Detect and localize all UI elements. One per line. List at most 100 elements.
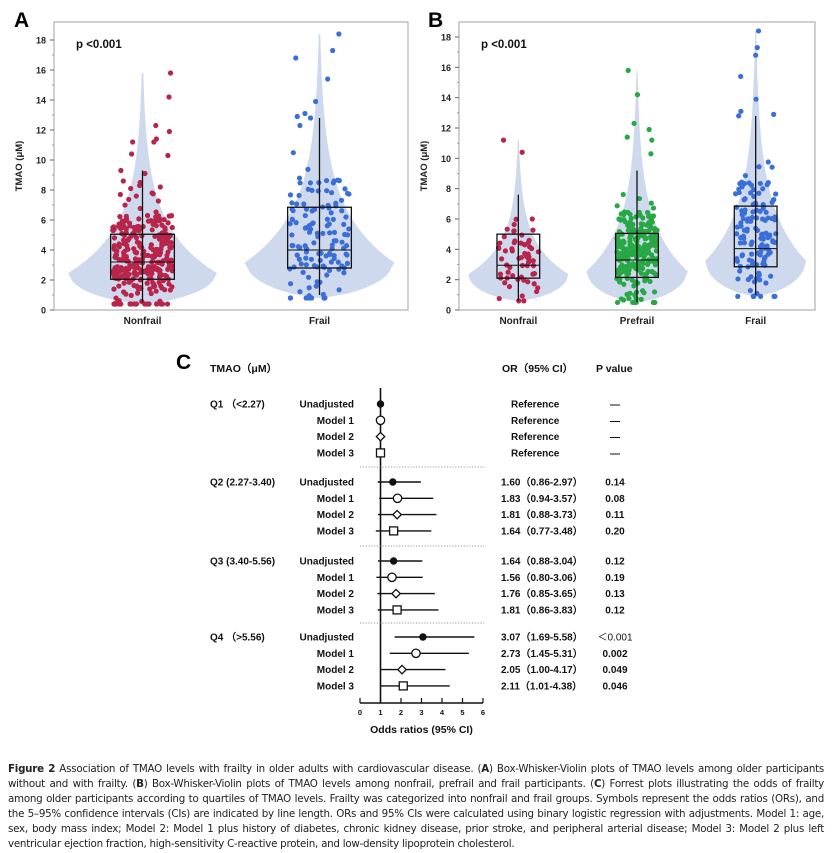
data-point <box>110 225 116 231</box>
data-point <box>328 259 334 265</box>
data-point <box>303 262 309 268</box>
data-point <box>136 216 142 222</box>
p-value: 0.12 <box>605 557 625 568</box>
data-point <box>148 245 154 251</box>
data-point <box>745 276 751 283</box>
forest-row: Model 2 Reference — <box>317 431 620 443</box>
caption-text: ) Box-Whisker-Violin plots of TMAO level… <box>143 778 595 791</box>
model-label: Unadjusted <box>300 400 354 411</box>
y-tick-label: 10 <box>36 156 46 166</box>
data-point <box>737 268 743 274</box>
data-point <box>529 216 535 222</box>
forest-row: Unadjusted 1.64（0.88-3.04） 0.12 <box>300 555 626 568</box>
or-ci-value: 2.73（1.45-5.31） <box>501 647 583 660</box>
forest-row: Model 3 1.81（0.86-3.83） 0.12 <box>317 603 625 616</box>
or-marker-open-square <box>375 448 386 458</box>
data-point <box>636 195 643 202</box>
data-point <box>151 139 157 145</box>
data-point <box>136 182 143 189</box>
data-point <box>287 221 293 227</box>
data-point <box>646 213 652 220</box>
data-point <box>753 215 760 221</box>
data-point <box>631 248 638 254</box>
p-value-annotation: p <0.001 <box>76 39 122 51</box>
x-tick-label: 4 <box>440 708 445 717</box>
data-point <box>166 94 172 100</box>
data-point <box>747 287 753 294</box>
data-point <box>630 221 636 227</box>
data-point <box>289 232 295 238</box>
model-label: Model 3 <box>317 605 355 616</box>
data-point <box>620 245 626 251</box>
or-ci-value: Reference <box>511 432 560 443</box>
data-point <box>651 270 657 276</box>
model-label: Model 1 <box>317 573 355 584</box>
data-point <box>289 206 295 212</box>
data-point <box>323 253 329 259</box>
data-point <box>117 214 123 220</box>
data-point <box>763 209 769 215</box>
data-point <box>324 272 330 278</box>
data-point <box>323 177 330 184</box>
data-point <box>750 209 756 215</box>
data-point <box>289 200 295 206</box>
data-point <box>501 234 507 240</box>
data-point <box>145 218 152 224</box>
data-point <box>126 196 132 203</box>
or-marker-filled-circle <box>419 633 427 641</box>
x-tick-label: 6 <box>481 708 485 717</box>
data-point <box>122 202 128 208</box>
data-point <box>162 227 168 233</box>
or-marker-open-circle <box>375 415 386 426</box>
data-point <box>757 180 763 187</box>
data-point <box>616 216 622 222</box>
data-point <box>513 216 519 222</box>
or-ci-value: 2.11（1.01-4.38） <box>501 679 582 692</box>
data-point <box>330 216 336 222</box>
data-point <box>648 200 654 206</box>
data-point <box>167 70 174 76</box>
data-point <box>741 197 747 203</box>
data-point <box>533 288 540 295</box>
data-point <box>169 224 175 231</box>
data-point <box>128 185 134 192</box>
data-point <box>326 205 332 211</box>
or-ci-value: 1.81（0.88-3.73） <box>501 508 583 521</box>
data-point <box>127 262 133 268</box>
forest-row: Model 2 1.81（0.88-3.73） 0.11 <box>317 508 625 521</box>
data-point <box>142 252 148 259</box>
forest-row: Model 1 1.83（0.94-3.57） 0.08 <box>317 492 625 505</box>
data-point <box>641 290 647 296</box>
data-point <box>294 201 300 207</box>
data-point <box>756 190 762 196</box>
data-point <box>156 274 163 280</box>
data-point <box>644 209 651 216</box>
data-point <box>744 226 750 232</box>
data-point <box>526 254 532 260</box>
data-point <box>504 226 510 232</box>
data-point <box>748 241 754 247</box>
data-point <box>156 236 163 242</box>
data-point <box>336 31 342 37</box>
data-point <box>497 240 503 246</box>
data-point <box>339 263 345 269</box>
data-point <box>122 269 128 275</box>
data-point <box>306 223 312 229</box>
data-point <box>765 234 771 241</box>
or-marker-filled-circle <box>389 478 397 486</box>
data-point <box>518 240 524 246</box>
box <box>496 233 541 279</box>
data-point <box>734 255 740 262</box>
or-marker-filled-circle <box>389 557 398 565</box>
data-point <box>624 134 630 140</box>
p-value: 0.08 <box>605 494 625 505</box>
data-point <box>521 298 527 304</box>
data-point <box>156 266 162 273</box>
forest-row: Model 2 1.76（0.85-3.65） 0.13 <box>317 587 625 600</box>
data-point <box>297 289 303 295</box>
group-frail <box>244 31 395 301</box>
data-point <box>633 214 639 220</box>
data-point <box>296 192 302 199</box>
data-point <box>341 270 347 276</box>
data-point <box>625 67 631 73</box>
